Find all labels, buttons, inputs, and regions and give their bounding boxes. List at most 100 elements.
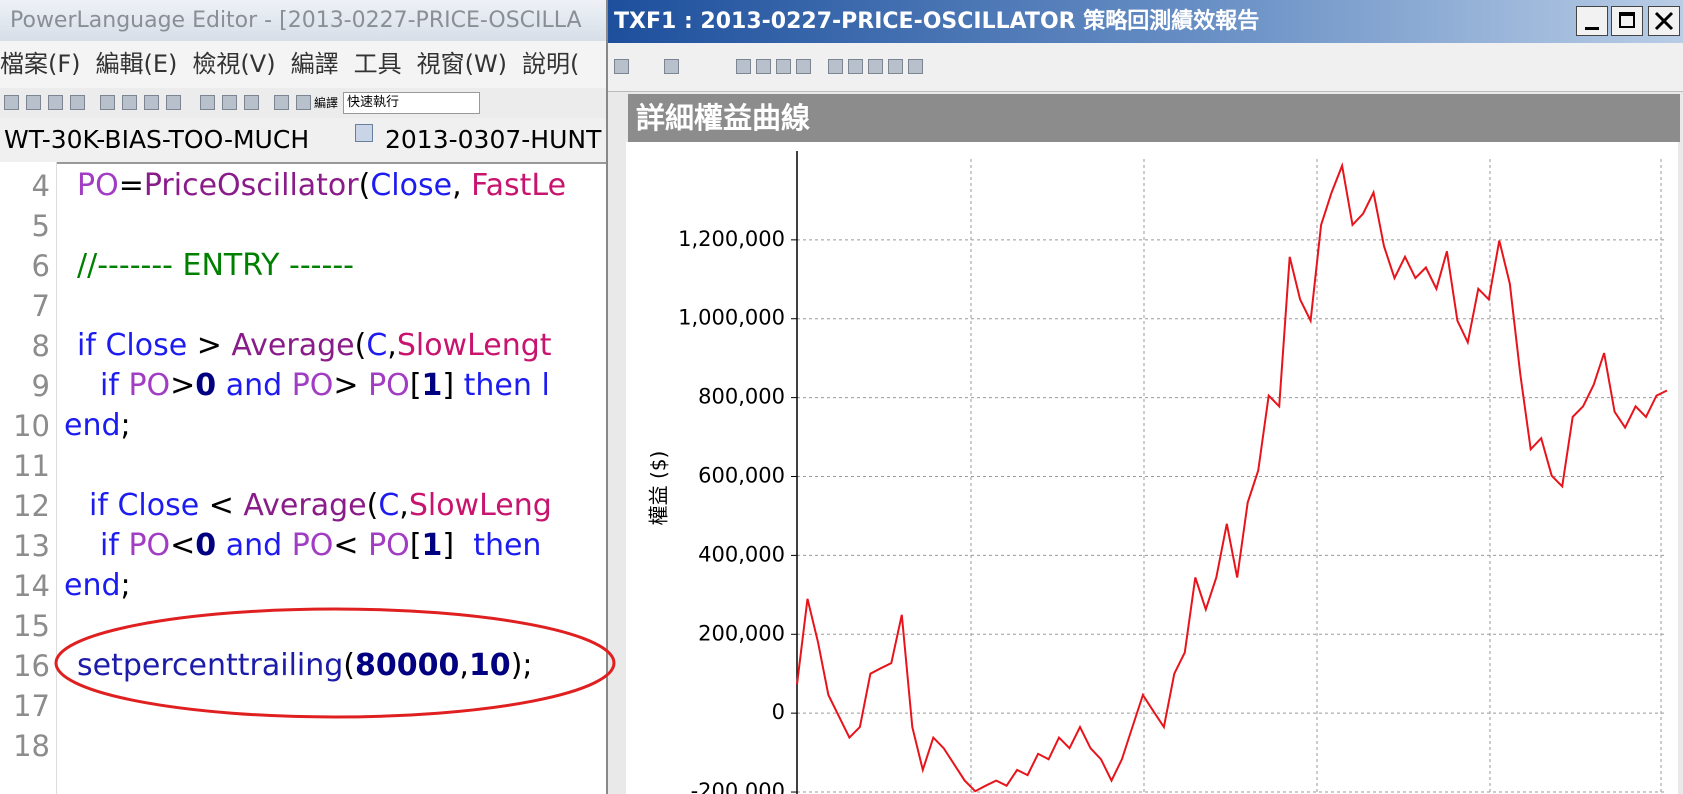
tab[interactable]: WT-30K-BIAS-TOO-MUCH (4, 125, 310, 154)
toolbar-icon[interactable] (828, 59, 843, 74)
maximize-button[interactable] (1611, 6, 1643, 36)
code-token: //------- ENTRY ------ (77, 248, 354, 283)
toolbar-icon[interactable] (244, 95, 259, 110)
toolbar-icon[interactable] (796, 59, 811, 74)
line-number: 5 (31, 209, 50, 243)
code-line: end; (64, 408, 131, 443)
close-icon (1654, 11, 1674, 31)
y-tick-label: 200,000 (698, 621, 785, 645)
code-token: Close (370, 168, 453, 203)
toolbar-icon[interactable] (868, 59, 883, 74)
toolbar-icon[interactable] (296, 95, 311, 110)
toolbar-icon[interactable] (736, 59, 751, 74)
editor-title: PowerLanguage Editor - [2013-0227-PRICE-… (0, 0, 606, 41)
code-token: , (387, 328, 397, 363)
code-token: if (100, 368, 129, 403)
menu-item[interactable]: 編譯 (290, 50, 339, 78)
toolbar-icon[interactable] (664, 59, 679, 74)
code-token: ( (354, 328, 367, 363)
code-token: PO (368, 528, 410, 563)
code-token: > (187, 328, 232, 363)
menu-item[interactable]: 說明( (522, 50, 580, 78)
code-token: > (333, 368, 369, 403)
report-toolbar (608, 43, 1683, 92)
code-token: Close (105, 328, 188, 363)
code-line: if Close > Average(C,SlowLengt (77, 328, 552, 363)
dropdown[interactable]: 快速執行 (343, 92, 480, 114)
menu-item[interactable]: 工具 (353, 50, 402, 78)
line-number: 12 (13, 489, 50, 523)
code-token: FastLe (471, 168, 567, 203)
toolbar-icon[interactable] (144, 95, 159, 110)
line-number: 6 (31, 249, 50, 283)
code-token: ; (120, 568, 131, 603)
code-token: PO (128, 368, 171, 403)
code-token: C (366, 328, 388, 363)
code-token: if (100, 528, 129, 563)
code-token: Average (243, 488, 367, 523)
report-title: TXF1 : 2013-0227-PRICE-OSCILLATOR 策略回測績效… (608, 0, 1683, 43)
code-token: , (399, 488, 409, 523)
code-token: ( (366, 488, 379, 523)
toolbar-icon[interactable] (166, 95, 181, 110)
code-token: = (118, 168, 144, 203)
menu-item[interactable]: 檔案(F) (0, 50, 81, 78)
code-line: if PO>0 and PO> PO[1] then l (100, 368, 550, 403)
line-number: 4 (31, 169, 50, 203)
minimize-button[interactable] (1576, 6, 1608, 36)
tab-bar: WT-30K-BIAS-TOO-MUCH 2013-0307-HUNT (0, 118, 606, 164)
code-token: if (77, 328, 106, 363)
toolbar-icon[interactable] (756, 59, 771, 74)
code-token: PO (128, 528, 171, 563)
line-number: 8 (31, 329, 50, 363)
line-number: 15 (13, 609, 50, 643)
code-token: PriceOscillator (143, 168, 359, 203)
menu-item[interactable]: 檢視(V) (192, 50, 276, 78)
toolbar-icon[interactable] (4, 95, 19, 110)
code-token: 0 (195, 528, 217, 563)
code-token: 1 (421, 368, 443, 403)
panel-title: 詳細權益曲線 (628, 94, 1680, 142)
line-number: 11 (13, 449, 50, 483)
code-line: if Close < Average(C,SlowLeng (89, 488, 552, 523)
code-token: end (64, 408, 121, 443)
code-token: ] (442, 528, 474, 563)
toolbar-icon[interactable] (888, 59, 903, 74)
code-token: Close (117, 488, 200, 523)
toolbar-icon[interactable] (200, 95, 215, 110)
code-token: , (459, 648, 469, 683)
code-token: ( (343, 648, 356, 683)
y-axis-label: 權益 ($) (647, 451, 671, 526)
toolbar-icon[interactable] (614, 59, 629, 74)
toolbar-icon[interactable] (48, 95, 63, 110)
close-button[interactable] (1648, 6, 1680, 36)
gutter (0, 162, 57, 794)
code-token: [ (409, 368, 422, 403)
menu-item[interactable]: 編輯(E) (95, 50, 178, 78)
toolbar-icon[interactable] (122, 95, 137, 110)
code-line: //------- ENTRY ------ (77, 248, 354, 283)
code-area: 4 PO=PriceOscillator(Close, FastLe 5 6//---… (0, 0, 606, 794)
toolbar-icon[interactable] (100, 95, 115, 110)
toolbar-icon[interactable] (70, 95, 85, 110)
code-token: if (89, 488, 118, 523)
code-token: C (378, 488, 400, 523)
toolbar-label[interactable]: 編譯 (314, 96, 339, 110)
code-token: Average (231, 328, 355, 363)
toolbar-icon[interactable] (848, 59, 863, 74)
toolbar-icon[interactable] (776, 59, 791, 74)
toolbar-icon[interactable] (222, 95, 237, 110)
line-number: 13 (13, 529, 50, 563)
editor-window: PowerLanguage Editor - [2013-0227-PRICE-… (0, 0, 606, 794)
menu-item[interactable]: 視窗(W) (416, 50, 508, 78)
code-token: PO (77, 168, 119, 203)
toolbar-icon[interactable] (26, 95, 41, 110)
code-token: ] (442, 368, 464, 403)
toolbar-icon[interactable] (274, 95, 289, 110)
code-token: 10 (468, 648, 511, 683)
toolbar-icon[interactable] (908, 59, 923, 74)
code-token: < (170, 528, 196, 563)
y-tick-label: 1,000,000 (678, 306, 785, 330)
y-tick-label: 800,000 (698, 385, 785, 409)
tab[interactable]: 2013-0307-HUNT (385, 125, 602, 154)
